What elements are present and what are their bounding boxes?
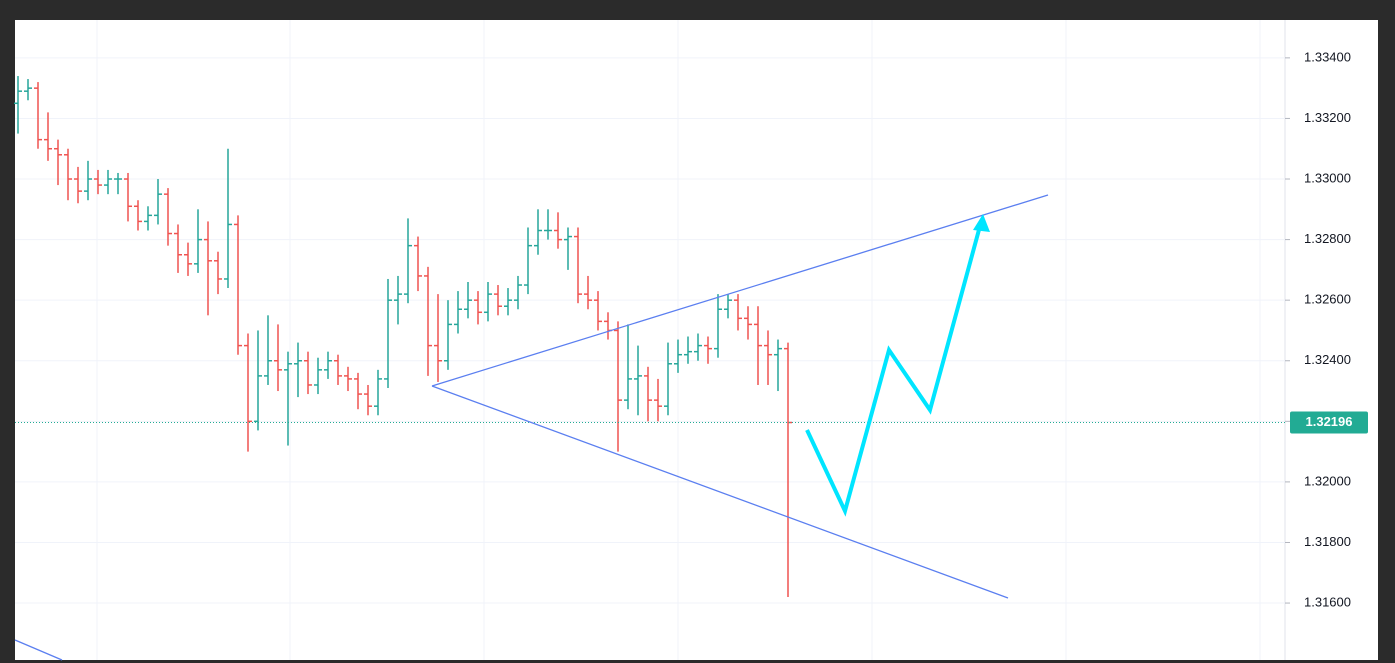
- bars-group: [14, 76, 1285, 597]
- y-tick-label: 1.31600: [1304, 594, 1351, 609]
- price-axis: 1.316001.318001.320001.322001.324001.326…: [1285, 49, 1368, 609]
- projection-path: [805, 225, 982, 517]
- chart-area: [15, 20, 1378, 660]
- y-tick-label: 1.33200: [1304, 110, 1351, 125]
- y-tick-label: 1.32400: [1304, 352, 1351, 367]
- y-tick-label: 1.33000: [1304, 170, 1351, 185]
- vertical-grid: [96, 20, 1261, 660]
- last-price-box: [1290, 411, 1368, 434]
- trend-line: [431, 194, 1049, 387]
- y-tick-label: 1.31800: [1304, 534, 1351, 549]
- drawings: [14, 194, 1049, 661]
- y-tick-label: 1.32800: [1304, 231, 1351, 246]
- trend-line: [14, 639, 63, 661]
- y-tick-label: 1.33400: [1304, 49, 1351, 64]
- projection-arrowhead: [973, 214, 990, 232]
- y-tick-label: 1.32600: [1304, 292, 1351, 307]
- y-tick-label: 1.32000: [1304, 473, 1351, 488]
- trend-line: [431, 385, 1009, 599]
- last-price-label: 1.32196: [1306, 414, 1353, 429]
- grid-group: [15, 57, 1285, 604]
